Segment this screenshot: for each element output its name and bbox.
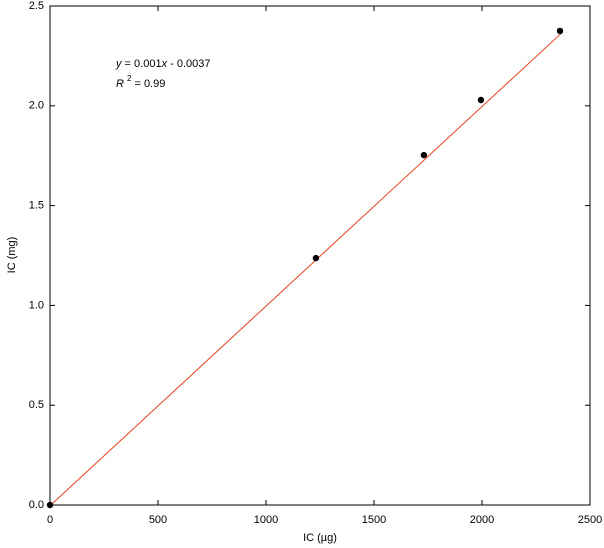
r-part: R [116,78,124,90]
plot-frame [49,5,591,506]
data-point [556,27,564,35]
data-point [46,501,54,509]
data-point [420,151,428,159]
y-tick-label: 1.5 [29,200,44,212]
x-tick-label: 0 [47,514,53,526]
trendline [49,31,564,507]
y-tick-label: 0.0 [29,499,44,511]
data-point [477,96,485,104]
data-point [312,254,320,262]
eq-part: - 0.0037 [167,58,210,70]
x-tick-label: 2000 [470,514,494,526]
y-tick-label: 2.0 [29,100,44,112]
y-tick-label: 2.5 [29,0,44,12]
r-part: 2 [127,74,132,83]
y-tick-label: 1.0 [29,299,44,311]
x-tick-label: 1500 [362,514,386,526]
eq-part: = 0.001 [122,58,162,70]
equation: y = 0.001x - 0.0037 [115,58,211,70]
eq-part: x [161,58,168,70]
x-tick-label: 1000 [254,514,278,526]
x-tick-label: 500 [149,514,167,526]
x-axis-label: IC (µg) [303,532,337,544]
x-tick-label: 2500 [578,514,602,526]
r-part: = 0.99 [131,78,165,90]
eq-part: y [115,58,123,70]
y-axis-label: IC (mg) [6,237,18,274]
y-tick-label: 0.5 [29,399,44,411]
